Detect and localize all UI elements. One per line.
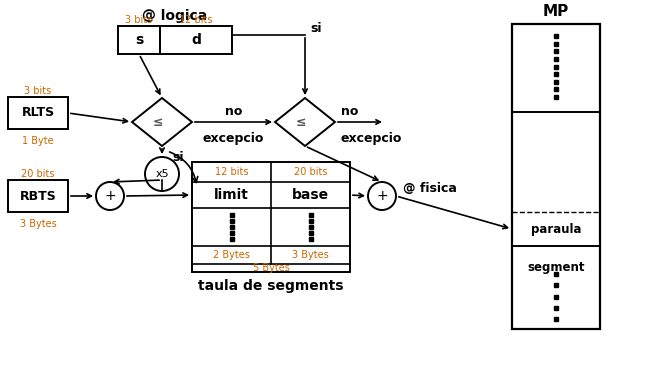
- Text: segment: segment: [528, 262, 585, 275]
- Text: 3 bits: 3 bits: [24, 86, 52, 96]
- Text: 2 Bytes: 2 Bytes: [213, 250, 250, 260]
- Text: 20 bits: 20 bits: [21, 169, 55, 179]
- Text: no: no: [341, 105, 358, 118]
- Text: 12 bits: 12 bits: [215, 167, 248, 177]
- Text: excepcio: excepcio: [203, 132, 264, 145]
- Text: no: no: [225, 105, 242, 118]
- Bar: [192, 162, 350, 272]
- Text: taula de segments: taula de segments: [198, 279, 344, 293]
- Text: ≤: ≤: [152, 116, 163, 129]
- Text: +: +: [104, 189, 116, 203]
- Text: paraula: paraula: [531, 222, 581, 235]
- Text: +: +: [376, 189, 388, 203]
- Bar: [8, 180, 68, 212]
- Text: 5 Bytes: 5 Bytes: [252, 263, 290, 273]
- Text: 20 bits: 20 bits: [294, 167, 327, 177]
- Text: @ logica: @ logica: [143, 9, 208, 23]
- Text: RBTS: RBTS: [20, 189, 57, 202]
- Text: ≤: ≤: [296, 116, 306, 129]
- Text: excepcio: excepcio: [341, 132, 402, 145]
- Text: 3 bits: 3 bits: [125, 15, 152, 25]
- Text: 3 Bytes: 3 Bytes: [20, 219, 57, 229]
- Bar: [512, 24, 600, 329]
- Text: limit: limit: [214, 188, 249, 202]
- Text: x5: x5: [155, 169, 169, 179]
- Text: si: si: [172, 151, 183, 164]
- Text: d: d: [191, 33, 201, 47]
- Bar: [8, 97, 68, 129]
- Bar: [118, 26, 160, 54]
- Text: s: s: [135, 33, 143, 47]
- Text: RLTS: RLTS: [22, 106, 55, 119]
- Text: base: base: [292, 188, 329, 202]
- Text: MP: MP: [543, 5, 569, 20]
- Bar: [160, 26, 232, 54]
- Text: si: si: [310, 22, 321, 35]
- Text: 1 Byte: 1 Byte: [22, 136, 54, 146]
- Text: @ fisica: @ fisica: [403, 182, 457, 195]
- Text: 12 bits: 12 bits: [179, 15, 213, 25]
- Text: 3 Bytes: 3 Bytes: [292, 250, 329, 260]
